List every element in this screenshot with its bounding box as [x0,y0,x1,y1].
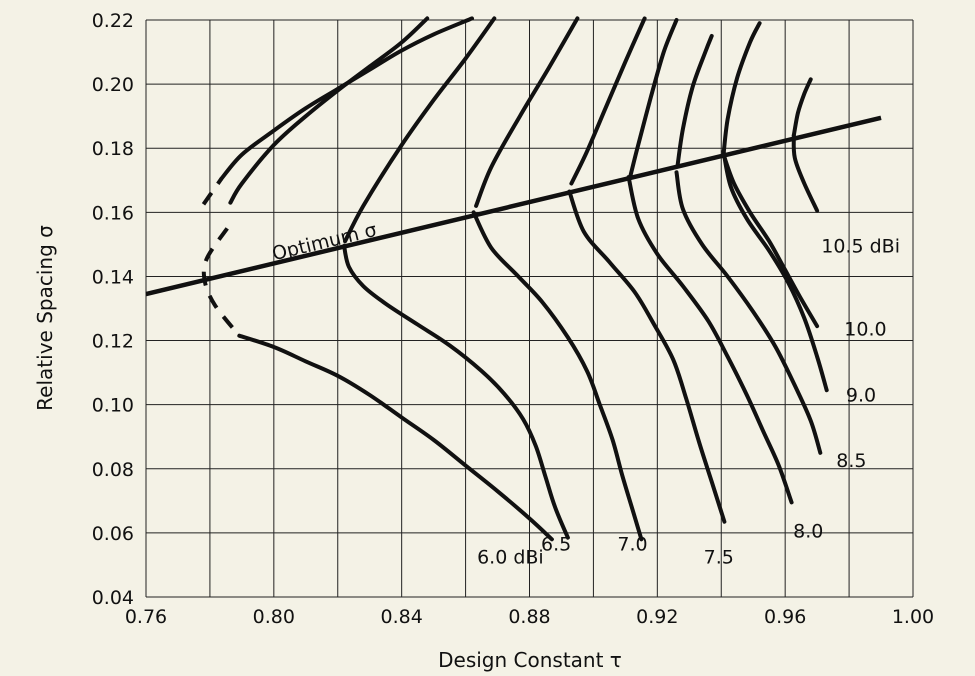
contour-branch [228,16,430,205]
contour-dashed-segment [201,177,224,206]
contour-branch [569,16,647,186]
x-tick-label: 0.88 [508,606,550,628]
contour-label: 10.5 dBi [821,235,900,257]
contour-label: 7.0 [617,534,647,556]
contour-label: 6.5 [541,534,571,556]
x-tick-label: 0.76 [125,606,167,628]
gain-contour-4 [569,16,794,505]
y-axis-title: Relative Spacing σ [33,225,57,411]
contour-branch [791,77,813,138]
contour-branch [471,210,644,542]
x-tick-labels: 0.76 0.80 0.84 0.88 0.92 0.96 1.00 [125,606,934,628]
contour-branch [791,133,820,213]
gain-contour-0 [201,16,554,542]
gain-contours [201,16,829,542]
y-tick-label: 0.04 [92,587,134,609]
gain-contour-1 [228,16,570,540]
gain-contour-6 [675,34,829,393]
contour-branch [626,175,794,505]
contour-branch [721,21,762,157]
x-axis-title: Design Constant τ [438,648,622,672]
y-tick-label: 0.20 [92,74,134,96]
y-tick-label: 0.12 [92,331,134,353]
x-tick-label: 0.84 [381,606,423,628]
contour-dashed-segment [201,227,241,337]
contour-branch [721,152,820,329]
y-tick-label: 0.10 [92,395,134,417]
y-tick-label: 0.16 [92,202,134,224]
contour-branch [474,16,580,208]
y-tick-label: 0.14 [92,266,134,288]
gain-contour-7 [721,21,820,329]
contour-branch [567,189,727,524]
y-tick-label: 0.08 [92,459,134,481]
contour-label: 8.0 [793,521,823,543]
x-tick-label: 0.80 [253,606,295,628]
y-tick-label: 0.06 [92,523,134,545]
gain-contour-2 [343,16,644,542]
gain-contour-3 [474,16,727,524]
contour-branch [342,244,570,540]
contour-branch [343,16,497,244]
y-tick-label: 0.18 [92,138,134,160]
contour-label: 9.0 [846,384,876,406]
contour-branch [628,18,679,178]
y-tick-labels: 0.04 0.06 0.08 0.10 0.12 0.14 0.16 0.18 0.20 0.22 [92,10,134,609]
contour-label: 8.5 [836,450,866,472]
contour-branch [675,34,714,168]
contour-branch [721,149,829,393]
contour-branch [237,333,554,542]
contour-label: 10.0 [844,319,886,341]
gain-contour-8 [791,77,820,213]
y-tick-label: 0.22 [92,10,134,32]
optimum-line [145,115,882,297]
grid [145,19,914,598]
x-tick-label: 0.96 [764,606,806,628]
gain-contour-5 [628,18,823,455]
contour-branch [674,170,823,455]
optimum-label: Optimum σ [270,219,379,265]
contour-label: 7.5 [704,546,734,568]
x-tick-label: 0.92 [636,606,678,628]
x-tick-label: 1.00 [892,606,934,628]
contour-label: 6.0 dBi [477,546,544,568]
